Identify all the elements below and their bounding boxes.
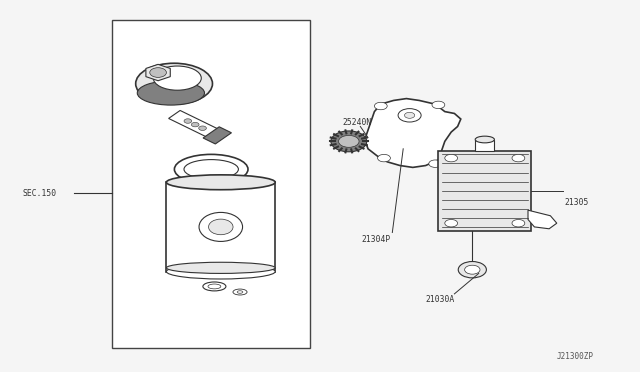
Circle shape	[150, 68, 166, 77]
Bar	[438, 151, 531, 231]
Bar	[112, 20, 310, 348]
Ellipse shape	[138, 81, 205, 105]
Circle shape	[191, 122, 199, 127]
Ellipse shape	[166, 262, 275, 273]
Circle shape	[198, 126, 206, 131]
Circle shape	[445, 154, 458, 162]
Text: SEC.150: SEC.150	[22, 189, 56, 198]
Ellipse shape	[237, 291, 243, 293]
Ellipse shape	[154, 66, 202, 90]
Circle shape	[432, 101, 445, 109]
Circle shape	[374, 102, 387, 110]
Polygon shape	[365, 99, 461, 167]
Text: J21300ZP: J21300ZP	[557, 352, 594, 361]
Ellipse shape	[208, 284, 221, 289]
Ellipse shape	[233, 289, 247, 295]
Circle shape	[512, 219, 525, 227]
Polygon shape	[146, 64, 170, 81]
Circle shape	[184, 119, 192, 123]
Ellipse shape	[174, 154, 248, 184]
Ellipse shape	[184, 160, 239, 179]
Bar	[166, 182, 275, 272]
Circle shape	[465, 265, 480, 274]
Circle shape	[458, 262, 486, 278]
Text: 21030A: 21030A	[426, 295, 455, 304]
Ellipse shape	[199, 212, 243, 241]
Polygon shape	[203, 127, 232, 144]
Circle shape	[378, 154, 390, 162]
Text: 21304P: 21304P	[362, 235, 391, 244]
Text: 25240N: 25240N	[342, 118, 372, 127]
Ellipse shape	[166, 264, 275, 279]
Polygon shape	[168, 110, 222, 139]
Ellipse shape	[136, 63, 212, 104]
Circle shape	[331, 131, 367, 152]
Circle shape	[404, 112, 415, 118]
Ellipse shape	[203, 282, 226, 291]
Ellipse shape	[476, 136, 495, 143]
Circle shape	[512, 154, 525, 162]
Circle shape	[398, 109, 421, 122]
Bar	[476, 140, 495, 151]
Ellipse shape	[209, 219, 233, 235]
Circle shape	[429, 160, 442, 167]
Text: 21305: 21305	[564, 198, 589, 207]
Polygon shape	[528, 210, 557, 229]
Circle shape	[445, 219, 458, 227]
Ellipse shape	[166, 175, 275, 190]
Circle shape	[339, 135, 359, 147]
